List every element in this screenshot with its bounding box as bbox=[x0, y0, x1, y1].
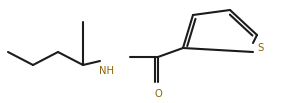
Text: NH: NH bbox=[99, 66, 114, 76]
Text: O: O bbox=[154, 89, 162, 99]
Text: S: S bbox=[257, 43, 263, 53]
